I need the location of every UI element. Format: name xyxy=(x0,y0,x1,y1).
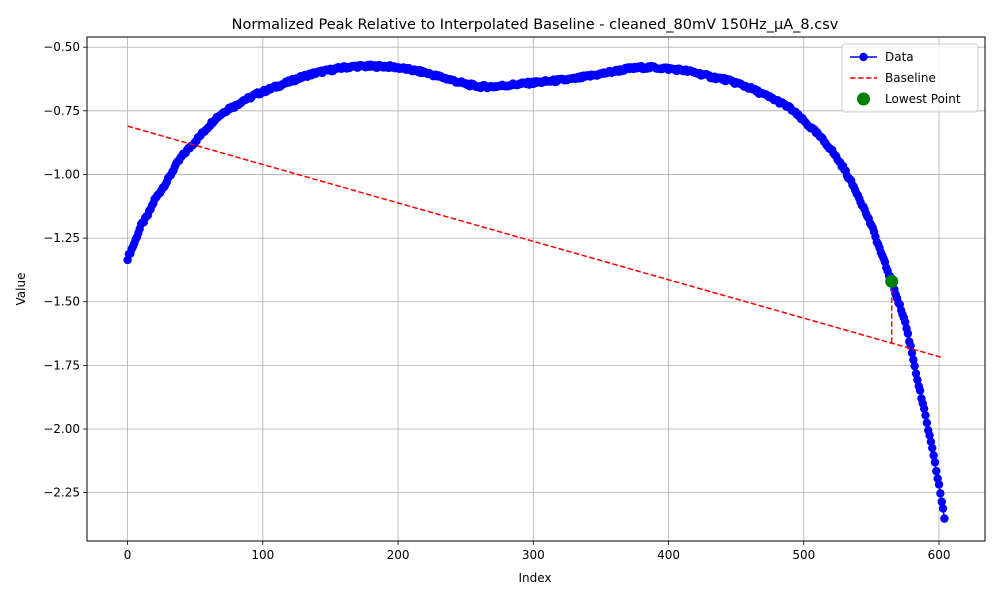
x-axis-label: Index xyxy=(518,571,551,585)
x-tick-label: 100 xyxy=(251,548,274,562)
data-point xyxy=(930,458,940,467)
legend-lowest-point-label: Lowest Point xyxy=(885,92,961,106)
data-point xyxy=(910,361,919,371)
x-axis: 0 100 200 300 400 500 600 xyxy=(124,541,951,562)
y-tick-label: −0.50 xyxy=(43,40,80,54)
baseline-line xyxy=(127,125,944,359)
legend-lowest-point-marker-icon xyxy=(857,92,870,106)
x-tick-label: 200 xyxy=(387,548,410,562)
x-tick-label: 500 xyxy=(792,548,815,562)
legend-data-marker-icon xyxy=(859,52,868,62)
x-tick-label: 0 xyxy=(124,548,132,562)
legend: Data Baseline Lowest Point xyxy=(841,43,979,113)
data-point xyxy=(915,386,925,395)
data-point xyxy=(913,375,922,384)
y-tick-label: −0.75 xyxy=(43,104,80,118)
x-tick-label: 400 xyxy=(657,548,680,562)
data-point xyxy=(903,329,913,338)
data-point xyxy=(926,437,936,446)
y-tick-label: −1.75 xyxy=(43,358,80,372)
data-point xyxy=(938,504,948,513)
y-tick-label: −1.00 xyxy=(43,167,80,181)
plot-marks xyxy=(123,60,949,523)
data-point xyxy=(932,466,941,476)
x-tick-label: 300 xyxy=(522,548,545,562)
y-axis: −0.50 −0.75 −1.00 −1.25 −1.50 −1.75 −2.00 −2.25 xyxy=(43,40,87,500)
data-point xyxy=(921,411,930,420)
data-point xyxy=(934,480,944,489)
x-tick-label: 600 xyxy=(928,548,951,562)
data-point xyxy=(940,514,949,523)
plot-frame xyxy=(86,36,986,542)
data-point xyxy=(925,431,934,440)
data-point xyxy=(909,355,918,364)
lowest-point-marker xyxy=(885,274,899,288)
y-tick-label: −2.00 xyxy=(43,422,80,436)
data-point xyxy=(937,497,946,506)
data-point xyxy=(901,317,910,327)
y-tick-label: −2.25 xyxy=(43,486,80,500)
y-tick-label: −1.25 xyxy=(43,231,80,245)
data-point xyxy=(907,348,917,358)
legend-baseline-label: Baseline xyxy=(885,71,936,85)
chart-title: Normalized Peak Relative to Interpolated… xyxy=(232,17,839,33)
legend-data-label: Data xyxy=(885,50,914,64)
data-point xyxy=(929,451,938,460)
data-point xyxy=(928,443,937,453)
data-point xyxy=(919,404,929,413)
y-axis-label: Value xyxy=(14,273,28,306)
legend-frame xyxy=(841,43,979,113)
data-point xyxy=(922,418,932,428)
data-point xyxy=(936,489,945,498)
y-tick-label: −1.50 xyxy=(43,295,80,309)
